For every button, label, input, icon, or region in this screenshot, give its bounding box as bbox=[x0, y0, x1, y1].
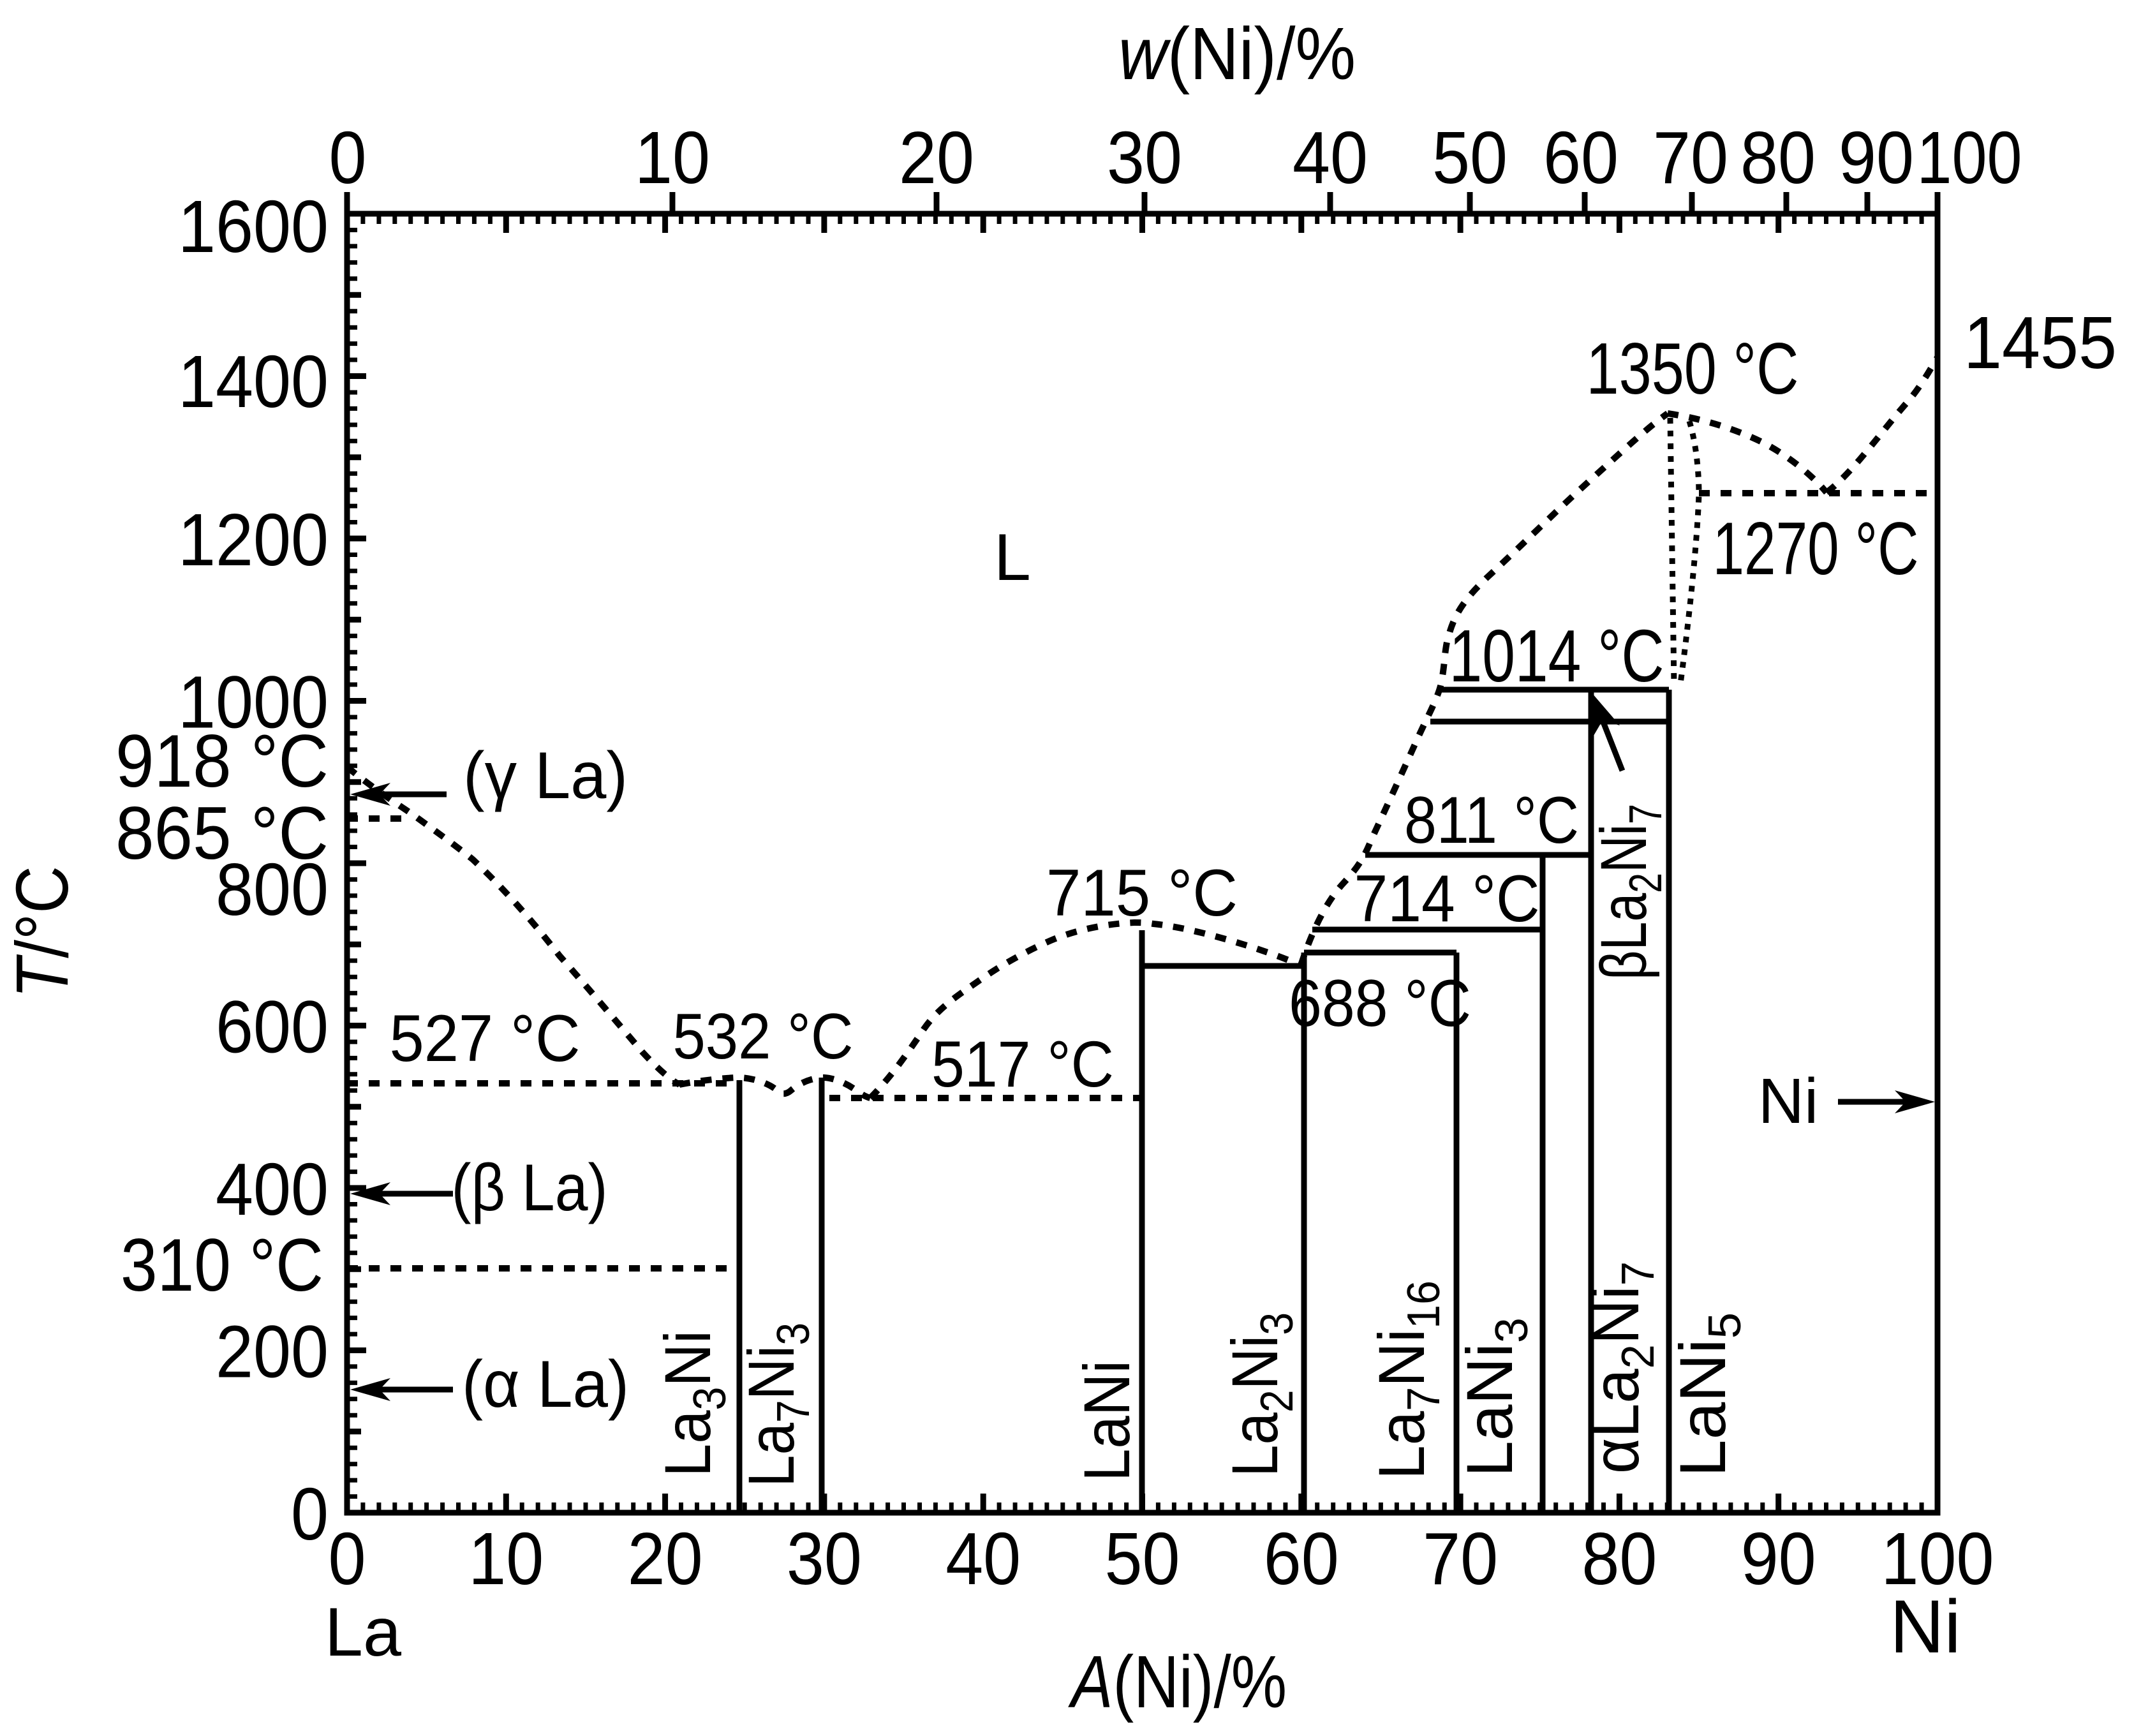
svg-text:1600: 1600 bbox=[178, 185, 329, 268]
svg-text:LaNi: LaNi bbox=[1071, 1360, 1143, 1481]
svg-text:90: 90 bbox=[1839, 116, 1914, 199]
svg-text:200: 200 bbox=[216, 1310, 329, 1393]
svg-text:1000: 1000 bbox=[178, 661, 329, 744]
svg-text:10: 10 bbox=[635, 116, 710, 199]
svg-text:80: 80 bbox=[1582, 1517, 1657, 1600]
svg-text:0: 0 bbox=[291, 1473, 329, 1555]
svg-text:A(Ni)/%: A(Ni)/% bbox=[1068, 1640, 1287, 1723]
svg-text:Ni: Ni bbox=[1890, 1585, 1960, 1669]
svg-text:1455: 1455 bbox=[1964, 301, 2117, 384]
svg-text:0: 0 bbox=[329, 1517, 366, 1600]
svg-text:800: 800 bbox=[216, 848, 329, 931]
svg-text:90: 90 bbox=[1741, 1517, 1816, 1600]
svg-text:70: 70 bbox=[1653, 116, 1728, 199]
svg-text:811 °C: 811 °C bbox=[1404, 783, 1579, 857]
svg-text:688 °C: 688 °C bbox=[1289, 967, 1471, 1041]
svg-text:50: 50 bbox=[1432, 116, 1508, 199]
svg-text:100: 100 bbox=[1881, 1517, 1994, 1600]
svg-text:Ni: Ni bbox=[1758, 1065, 1818, 1137]
svg-text:LaNi5: LaNi5 bbox=[1666, 1312, 1751, 1477]
svg-text:600: 600 bbox=[216, 986, 329, 1069]
svg-text:714 °C: 714 °C bbox=[1354, 862, 1540, 936]
svg-text:400: 400 bbox=[216, 1148, 329, 1231]
svg-text:αLa2Ni7: αLa2Ni7 bbox=[1580, 1261, 1664, 1474]
svg-text:715 °C: 715 °C bbox=[1046, 856, 1238, 930]
svg-text:20: 20 bbox=[628, 1517, 703, 1600]
svg-text:0: 0 bbox=[329, 116, 367, 199]
svg-text:1200: 1200 bbox=[178, 498, 329, 581]
svg-text:100: 100 bbox=[1917, 116, 2022, 199]
svg-text:1270 °C: 1270 °C bbox=[1713, 507, 1919, 590]
svg-text:La3Ni: La3Ni bbox=[651, 1330, 736, 1477]
svg-text:1400: 1400 bbox=[178, 340, 329, 423]
svg-text:L: L bbox=[994, 521, 1031, 595]
svg-text:865 °C: 865 °C bbox=[115, 791, 329, 875]
svg-text:532 °C: 532 °C bbox=[673, 1001, 854, 1072]
svg-text:T/°C: T/°C bbox=[1, 866, 84, 998]
svg-text:w(Ni)/%: w(Ni)/% bbox=[1118, 12, 1356, 95]
svg-text:(α La): (α La) bbox=[462, 1347, 629, 1421]
svg-text:918 °C: 918 °C bbox=[115, 719, 329, 803]
svg-text:1014 °C: 1014 °C bbox=[1449, 614, 1664, 697]
svg-text:LaNi3: LaNi3 bbox=[1453, 1317, 1538, 1477]
svg-text:(γ La): (γ La) bbox=[463, 739, 628, 813]
svg-text:527 °C: 527 °C bbox=[390, 1002, 581, 1076]
svg-text:70: 70 bbox=[1423, 1517, 1498, 1600]
svg-text:(β La): (β La) bbox=[452, 1151, 608, 1225]
svg-text:310 °C: 310 °C bbox=[121, 1223, 323, 1307]
svg-text:517 °C: 517 °C bbox=[931, 1028, 1114, 1101]
svg-text:40: 40 bbox=[945, 1517, 1021, 1600]
svg-text:60: 60 bbox=[1264, 1517, 1339, 1600]
svg-text:10: 10 bbox=[468, 1517, 544, 1600]
svg-text:La: La bbox=[325, 1593, 402, 1670]
svg-text:80: 80 bbox=[1740, 116, 1816, 199]
svg-text:50: 50 bbox=[1105, 1517, 1180, 1600]
svg-text:40: 40 bbox=[1293, 116, 1368, 199]
svg-text:30: 30 bbox=[787, 1517, 862, 1600]
svg-text:20: 20 bbox=[899, 116, 974, 199]
svg-text:1350 °C: 1350 °C bbox=[1587, 329, 1799, 410]
svg-text:30: 30 bbox=[1107, 116, 1182, 199]
svg-text:60: 60 bbox=[1543, 116, 1619, 199]
